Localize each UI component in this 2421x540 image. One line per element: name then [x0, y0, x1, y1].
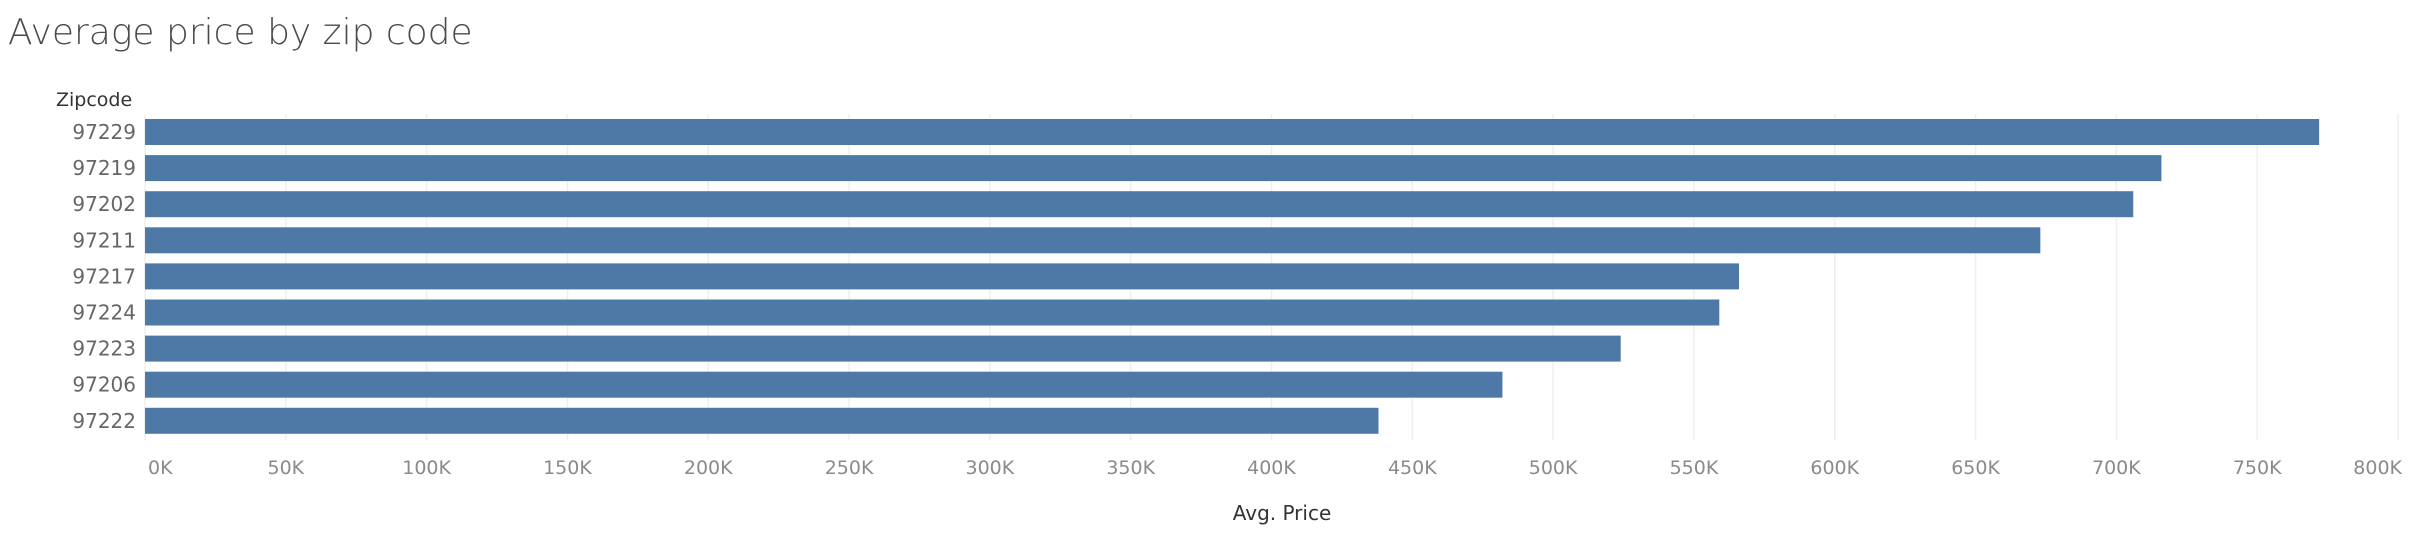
category-label: 97202: [72, 192, 136, 216]
x-axis-label: Avg. Price: [1233, 501, 1332, 525]
x-tick-label: 600K: [1810, 457, 1859, 479]
x-tick-label: 150K: [543, 457, 592, 479]
bar-97206[interactable]: [145, 371, 1503, 398]
x-tick-label: 350K: [1106, 457, 1155, 479]
x-tick-label: 750K: [2233, 457, 2282, 479]
bar-97223[interactable]: [145, 335, 1621, 362]
bar-97222[interactable]: [145, 407, 1379, 434]
category-label: 97219: [72, 156, 136, 180]
x-tick-label: 500K: [1529, 457, 1578, 479]
x-tick-label: 50K: [267, 457, 304, 479]
x-tick-label: 200K: [684, 457, 733, 479]
x-tick-label: 800K: [2353, 457, 2402, 479]
category-label: 97222: [72, 409, 136, 433]
bar-97211[interactable]: [145, 227, 2041, 254]
category-label: 97223: [72, 337, 136, 361]
bar-97217[interactable]: [145, 263, 1739, 290]
x-tick-label: 300K: [966, 457, 1015, 479]
category-label: 97206: [72, 373, 136, 397]
x-tick-label: 100K: [402, 457, 451, 479]
bars: [145, 119, 2320, 434]
category-header: Zipcode: [56, 89, 132, 111]
category-label: 97217: [72, 264, 136, 288]
x-axis-ticks: 0K 50K 100K 150K 200K 250K 300K 350K 400K 450K 500…: [148, 457, 2403, 479]
category-label: 97229: [72, 120, 136, 144]
bar-97229[interactable]: [145, 119, 2320, 145]
x-tick-label: 250K: [825, 457, 874, 479]
x-tick-label: 550K: [1670, 457, 1719, 479]
category-label: 97211: [72, 228, 136, 252]
x-tick-label: 450K: [1388, 457, 1437, 479]
chart-title: Average price by zip code: [8, 12, 473, 53]
x-tick-label: 400K: [1247, 457, 1296, 479]
x-tick-label: 0K: [148, 457, 173, 479]
category-label: 97224: [72, 301, 136, 325]
x-tick-label: 700K: [2092, 457, 2141, 479]
category-labels: 97229 97219 97202 97211 97217 97224 97223 97206…: [72, 120, 136, 433]
bar-97219[interactable]: [145, 155, 2162, 182]
x-tick-label: 650K: [1951, 457, 2000, 479]
bar-97202[interactable]: [145, 191, 2134, 218]
bar-97224[interactable]: [145, 299, 1720, 326]
